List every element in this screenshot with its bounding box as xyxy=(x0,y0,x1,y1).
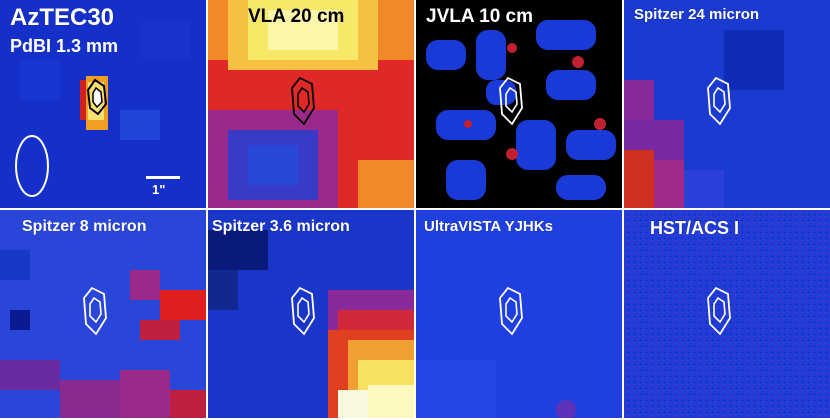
panel-title: AzTEC30 xyxy=(10,4,115,31)
beam-ellipse xyxy=(15,135,49,197)
scale-label: 1" xyxy=(152,182,166,197)
scale-bar xyxy=(146,176,180,179)
ultravista-map xyxy=(416,210,622,418)
panel-title: UltraVISTA YJHKs xyxy=(424,218,553,235)
jvla-map xyxy=(416,0,622,208)
spitzer24-map xyxy=(624,0,830,208)
panel-title: HST/ACS I xyxy=(650,218,740,238)
panel-title: Spitzer 24 micron xyxy=(634,6,760,23)
panel-hst-acs: HST/ACS I xyxy=(624,210,830,418)
panel-spitzer-3-6: Spitzer 3.6 micron xyxy=(208,210,414,418)
panel-aztec30-pdbi: AzTEC30 PdBI 1.3 mm 1" xyxy=(0,0,206,208)
panel-spitzer-8: Spitzer 8 micron xyxy=(0,210,206,418)
panel-jvla-10cm: JVLA 10 cm xyxy=(416,0,622,208)
panel-subtitle: PdBI 1.3 mm xyxy=(10,36,119,56)
panel-title: Spitzer 8 micron xyxy=(22,218,147,235)
spitzer36-map xyxy=(208,210,414,418)
hst-map xyxy=(624,210,830,418)
panel-title: VLA 20 cm xyxy=(248,6,345,27)
pdbi-map xyxy=(0,0,206,208)
panel-title: JVLA 10 cm xyxy=(426,6,534,27)
vla-map xyxy=(208,0,414,208)
panel-spitzer-24: Spitzer 24 micron xyxy=(624,0,830,208)
spitzer8-map xyxy=(0,210,206,418)
panel-vla-20cm: VLA 20 cm xyxy=(208,0,414,208)
panel-ultravista: UltraVISTA YJHKs xyxy=(416,210,622,418)
panel-title: Spitzer 3.6 micron xyxy=(212,218,350,235)
